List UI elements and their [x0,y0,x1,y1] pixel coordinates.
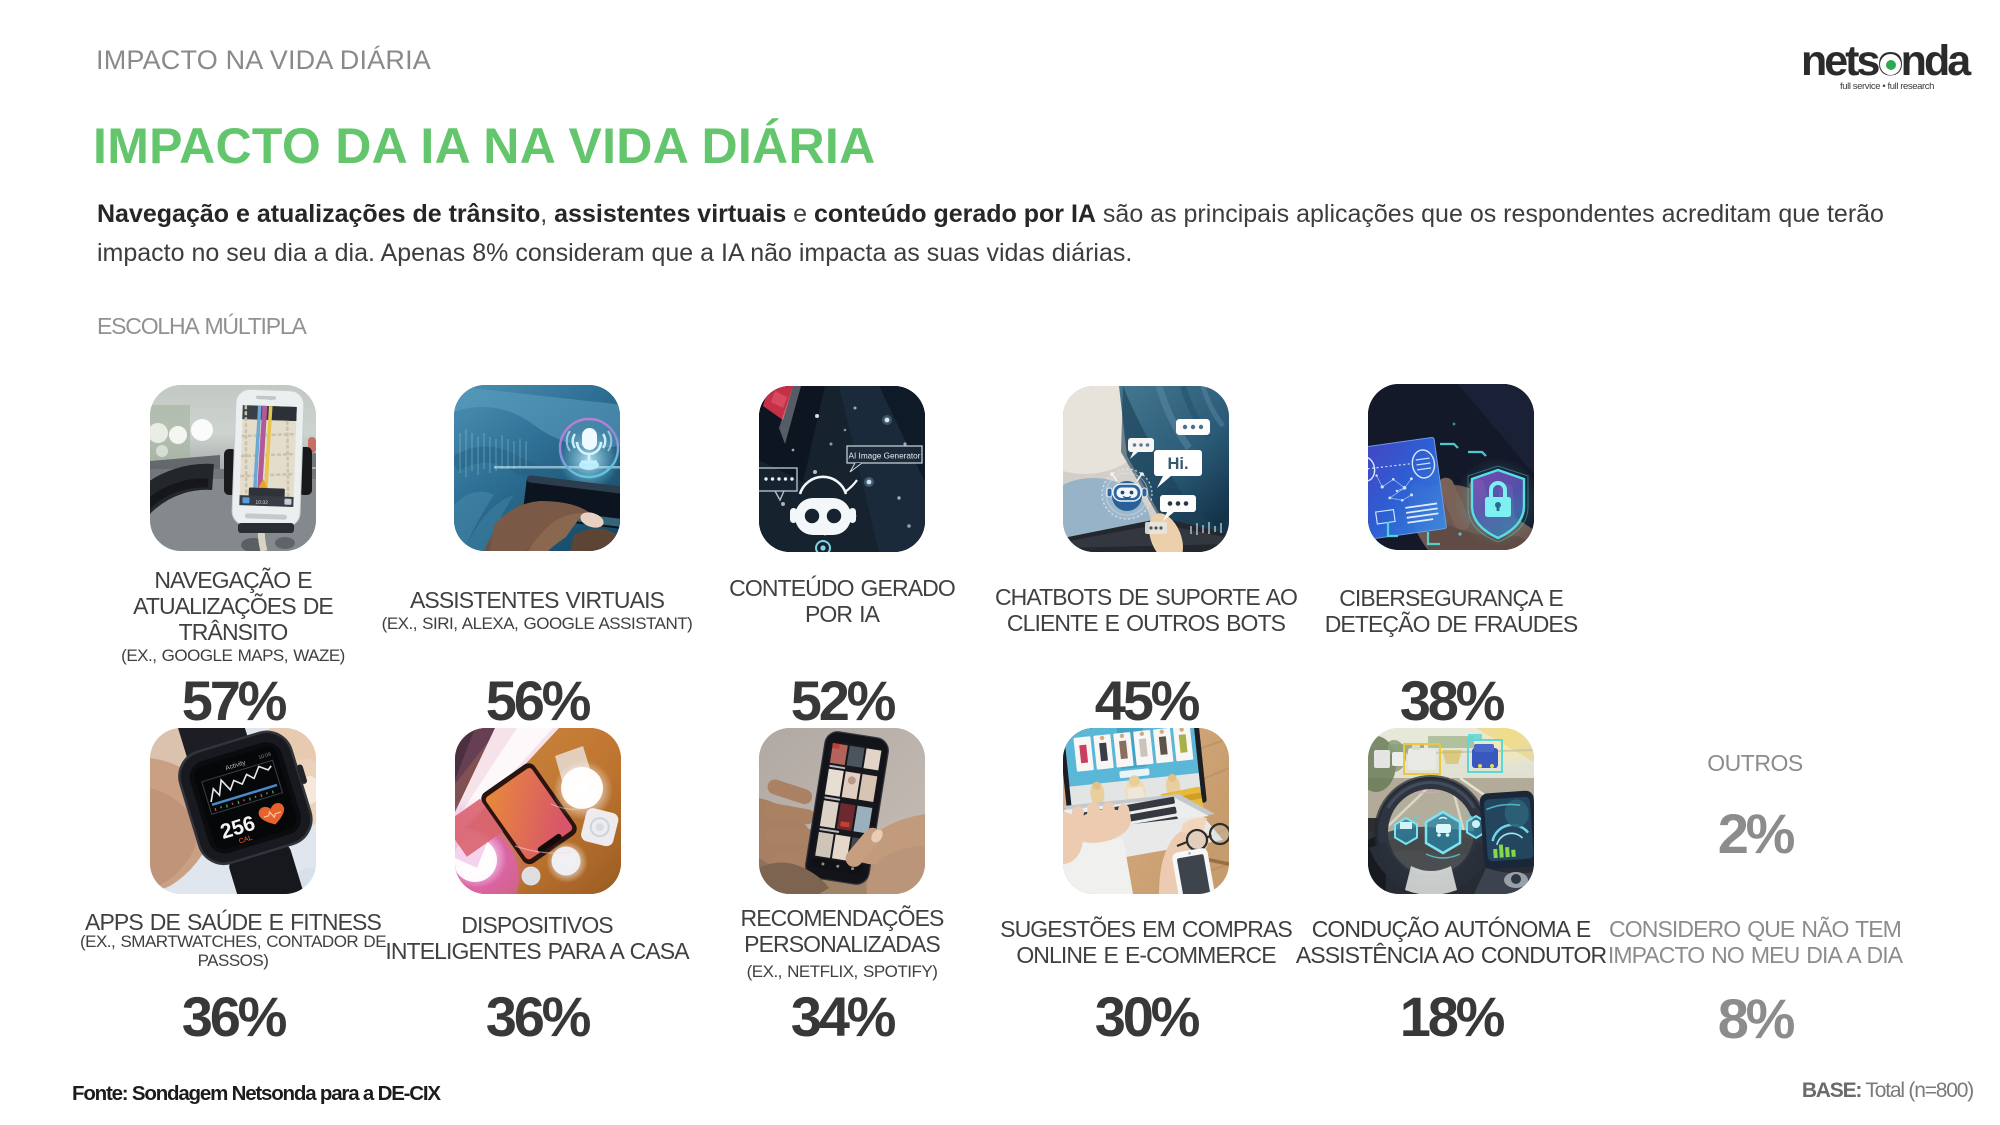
svg-text:10:32: 10:32 [255,500,268,506]
svg-text:Hi.: Hi. [1167,455,1188,473]
svg-text:AI Image Generator: AI Image Generator [849,452,921,461]
svg-text:CAL: CAL [238,835,253,846]
svg-text:10:09: 10:09 [258,752,272,761]
